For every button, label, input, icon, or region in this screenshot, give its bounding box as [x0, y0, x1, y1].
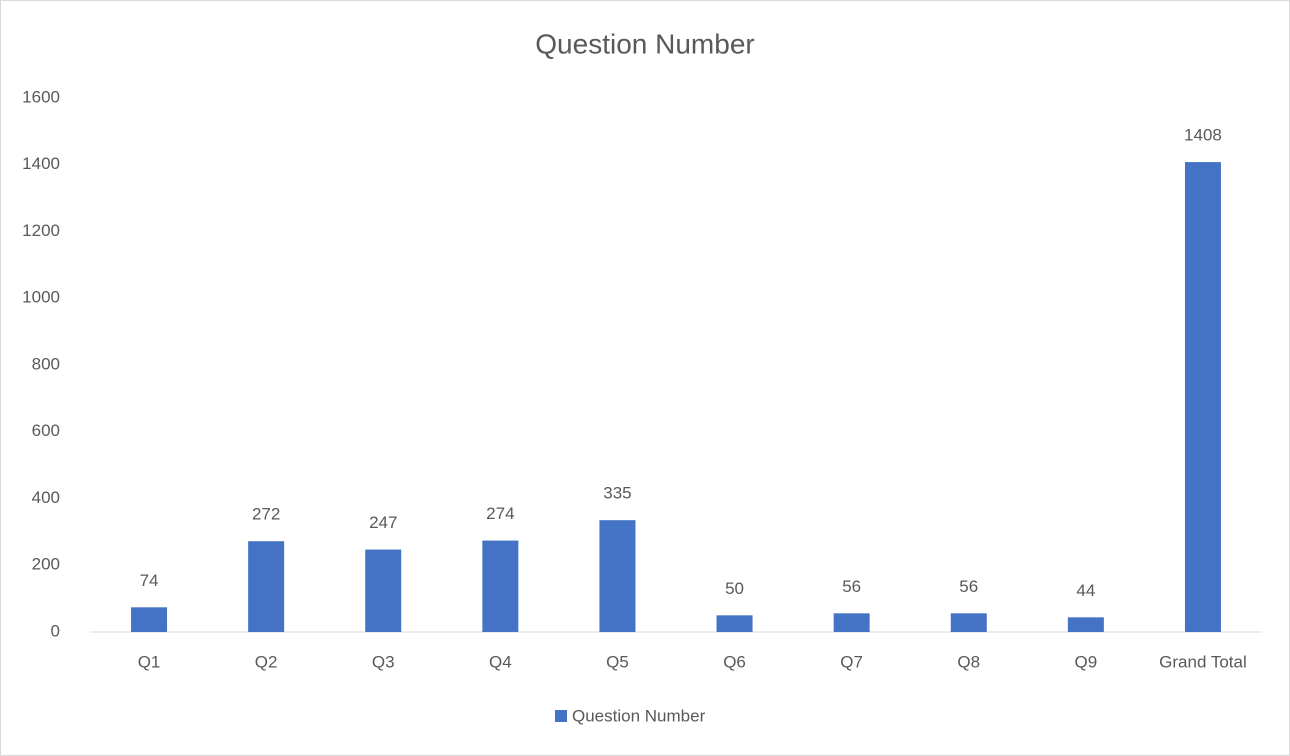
x-tick-label: Grand Total	[1159, 652, 1247, 671]
y-tick-label: 800	[32, 354, 60, 373]
x-tick-label: Q1	[138, 652, 161, 671]
x-tick-label: Q2	[255, 652, 278, 671]
y-tick-label: 400	[32, 488, 60, 507]
x-tick-label: Q5	[606, 652, 629, 671]
data-label: 56	[842, 577, 861, 596]
x-tick-label: Q4	[489, 652, 512, 671]
data-label: 274	[486, 504, 514, 523]
bar	[716, 615, 753, 632]
data-label: 272	[252, 505, 280, 524]
data-label: 74	[140, 571, 159, 590]
chart-title: Question Number	[535, 28, 754, 59]
bar	[1067, 617, 1104, 632]
bar	[1184, 162, 1221, 632]
x-tick-label: Q3	[372, 652, 395, 671]
legend-swatch	[555, 710, 567, 722]
data-label: 335	[603, 484, 631, 503]
bar	[482, 540, 519, 632]
y-tick-label: 1000	[22, 288, 60, 307]
legend-label: Question Number	[572, 706, 706, 725]
y-tick-label: 200	[32, 555, 60, 574]
bar	[833, 613, 870, 632]
bar	[950, 613, 987, 632]
bar	[131, 607, 168, 632]
x-tick-label: Q7	[840, 652, 863, 671]
data-label: 1408	[1184, 126, 1222, 145]
data-label: 50	[725, 579, 744, 598]
y-tick-label: 1600	[22, 87, 60, 106]
y-tick-label: 1400	[22, 154, 60, 173]
y-tick-label: 600	[32, 421, 60, 440]
y-tick-label: 1200	[22, 221, 60, 240]
bar	[365, 549, 402, 632]
y-tick-label: 0	[51, 621, 60, 640]
bar	[599, 520, 636, 632]
x-tick-label: Q9	[1075, 652, 1098, 671]
bar	[248, 541, 285, 632]
data-label: 44	[1076, 581, 1095, 600]
x-tick-label: Q6	[723, 652, 746, 671]
data-label: 56	[959, 577, 978, 596]
x-tick-label: Q8	[957, 652, 980, 671]
data-label: 247	[369, 513, 397, 532]
